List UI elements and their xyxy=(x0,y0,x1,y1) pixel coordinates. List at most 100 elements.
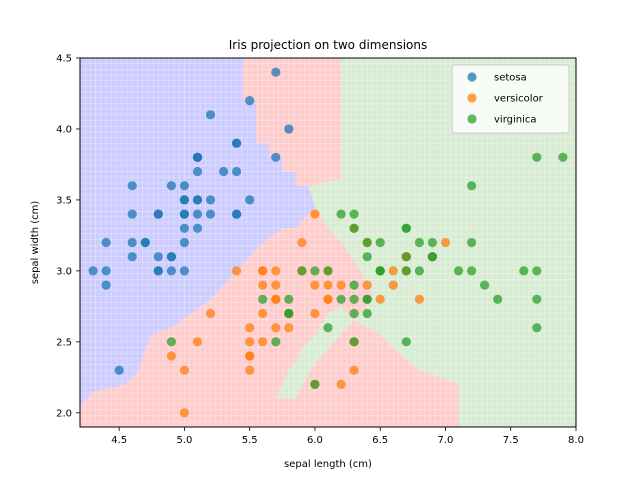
x-tick-label: 7.0 xyxy=(438,435,454,446)
y-tick-label: 4.0 xyxy=(56,124,72,135)
point-virginica xyxy=(284,308,294,319)
legend-label-versicolor: versicolor xyxy=(494,94,544,105)
point-virginica xyxy=(349,223,359,233)
region-setosa xyxy=(80,58,348,406)
point-versicolor xyxy=(336,280,346,290)
point-versicolor xyxy=(414,294,424,304)
point-versicolor xyxy=(271,280,281,290)
x-axis: 4.5 5.0 5.5 6.0 6.5 7.0 7.5 8.0 xyxy=(111,427,584,446)
point-virginica xyxy=(362,252,372,262)
point-setosa xyxy=(114,365,124,375)
x-tick-label: 8.0 xyxy=(568,435,584,446)
point-setosa xyxy=(166,266,176,276)
point-virginica xyxy=(427,237,437,248)
point-virginica xyxy=(453,266,464,276)
point-versicolor xyxy=(271,266,281,276)
point-setosa xyxy=(179,181,189,191)
point-virginica xyxy=(297,266,307,276)
point-setosa xyxy=(179,209,189,219)
point-virginica xyxy=(401,252,411,262)
point-virginica xyxy=(375,266,385,276)
y-tick-label: 4.5 xyxy=(56,54,72,65)
point-virginica xyxy=(349,294,359,304)
point-virginica xyxy=(519,266,529,276)
point-virginica xyxy=(336,294,346,304)
point-virginica xyxy=(493,294,503,304)
point-virginica xyxy=(558,152,568,162)
point-setosa xyxy=(127,252,137,262)
point-setosa xyxy=(166,181,176,191)
point-virginica xyxy=(349,308,359,319)
x-tick-label: 5.0 xyxy=(176,435,192,446)
point-virginica xyxy=(310,266,320,276)
point-setosa xyxy=(192,223,203,233)
x-tick-label: 6.5 xyxy=(372,435,388,446)
point-virginica xyxy=(349,209,359,219)
point-virginica xyxy=(401,266,411,276)
point-versicolor xyxy=(310,308,320,319)
point-virginica xyxy=(362,294,372,304)
point-virginica xyxy=(362,308,372,319)
legend-label-virginica: virginica xyxy=(494,115,537,126)
point-versicolor xyxy=(388,266,398,276)
y-tick-label: 2.0 xyxy=(56,408,72,419)
point-setosa xyxy=(179,223,189,233)
y-axis-label: sepal width (cm) xyxy=(30,201,41,285)
y-tick-label: 3.5 xyxy=(56,195,72,206)
region-virginica xyxy=(275,58,576,427)
point-setosa xyxy=(205,195,216,205)
point-virginica xyxy=(532,266,542,276)
point-versicolor xyxy=(362,280,372,290)
point-virginica xyxy=(532,323,542,333)
point-virginica xyxy=(467,237,477,248)
point-versicolor xyxy=(323,294,333,304)
point-versicolor xyxy=(440,237,451,248)
point-setosa xyxy=(232,209,242,219)
point-versicolor xyxy=(388,280,398,290)
y-axis: 2.0 2.5 3.0 3.5 4.0 4.5 xyxy=(56,54,80,419)
point-virginica xyxy=(375,237,385,248)
point-setosa xyxy=(179,266,189,276)
y-tick-label: 2.5 xyxy=(56,337,72,348)
point-virginica xyxy=(362,237,372,248)
legend: setosa versicolor virginica xyxy=(451,64,570,134)
legend-label-setosa: setosa xyxy=(494,73,527,84)
point-setosa xyxy=(166,252,176,262)
point-setosa xyxy=(205,110,216,120)
point-versicolor xyxy=(245,351,255,361)
point-virginica xyxy=(323,323,333,333)
x-tick-label: 5.5 xyxy=(242,435,258,446)
point-versicolor xyxy=(179,408,189,418)
point-virginica xyxy=(401,337,411,347)
point-setosa xyxy=(205,209,216,219)
point-setosa xyxy=(192,152,203,162)
point-setosa xyxy=(153,252,163,262)
point-virginica xyxy=(467,266,477,276)
point-versicolor xyxy=(258,266,268,276)
point-virginica xyxy=(414,237,424,248)
point-versicolor xyxy=(245,365,255,375)
point-setosa xyxy=(245,195,255,205)
point-virginica xyxy=(336,209,346,219)
point-versicolor xyxy=(323,280,333,290)
point-virginica xyxy=(284,294,294,304)
point-setosa xyxy=(127,181,137,191)
point-versicolor xyxy=(258,280,268,290)
legend-box xyxy=(451,64,570,134)
point-versicolor xyxy=(297,237,307,248)
y-tick-label: 3.0 xyxy=(56,266,72,277)
x-axis-label: sepal length (cm) xyxy=(284,459,372,470)
point-versicolor xyxy=(192,337,203,347)
point-virginica xyxy=(532,294,542,304)
point-virginica xyxy=(258,294,268,304)
point-virginica xyxy=(271,337,281,347)
point-versicolor xyxy=(205,308,216,319)
point-setosa xyxy=(219,166,229,177)
point-versicolor xyxy=(271,323,281,333)
point-virginica xyxy=(166,337,176,347)
point-versicolor xyxy=(245,337,255,347)
point-setosa xyxy=(101,266,111,276)
point-versicolor xyxy=(258,308,268,319)
legend-marker-versicolor xyxy=(467,93,477,103)
